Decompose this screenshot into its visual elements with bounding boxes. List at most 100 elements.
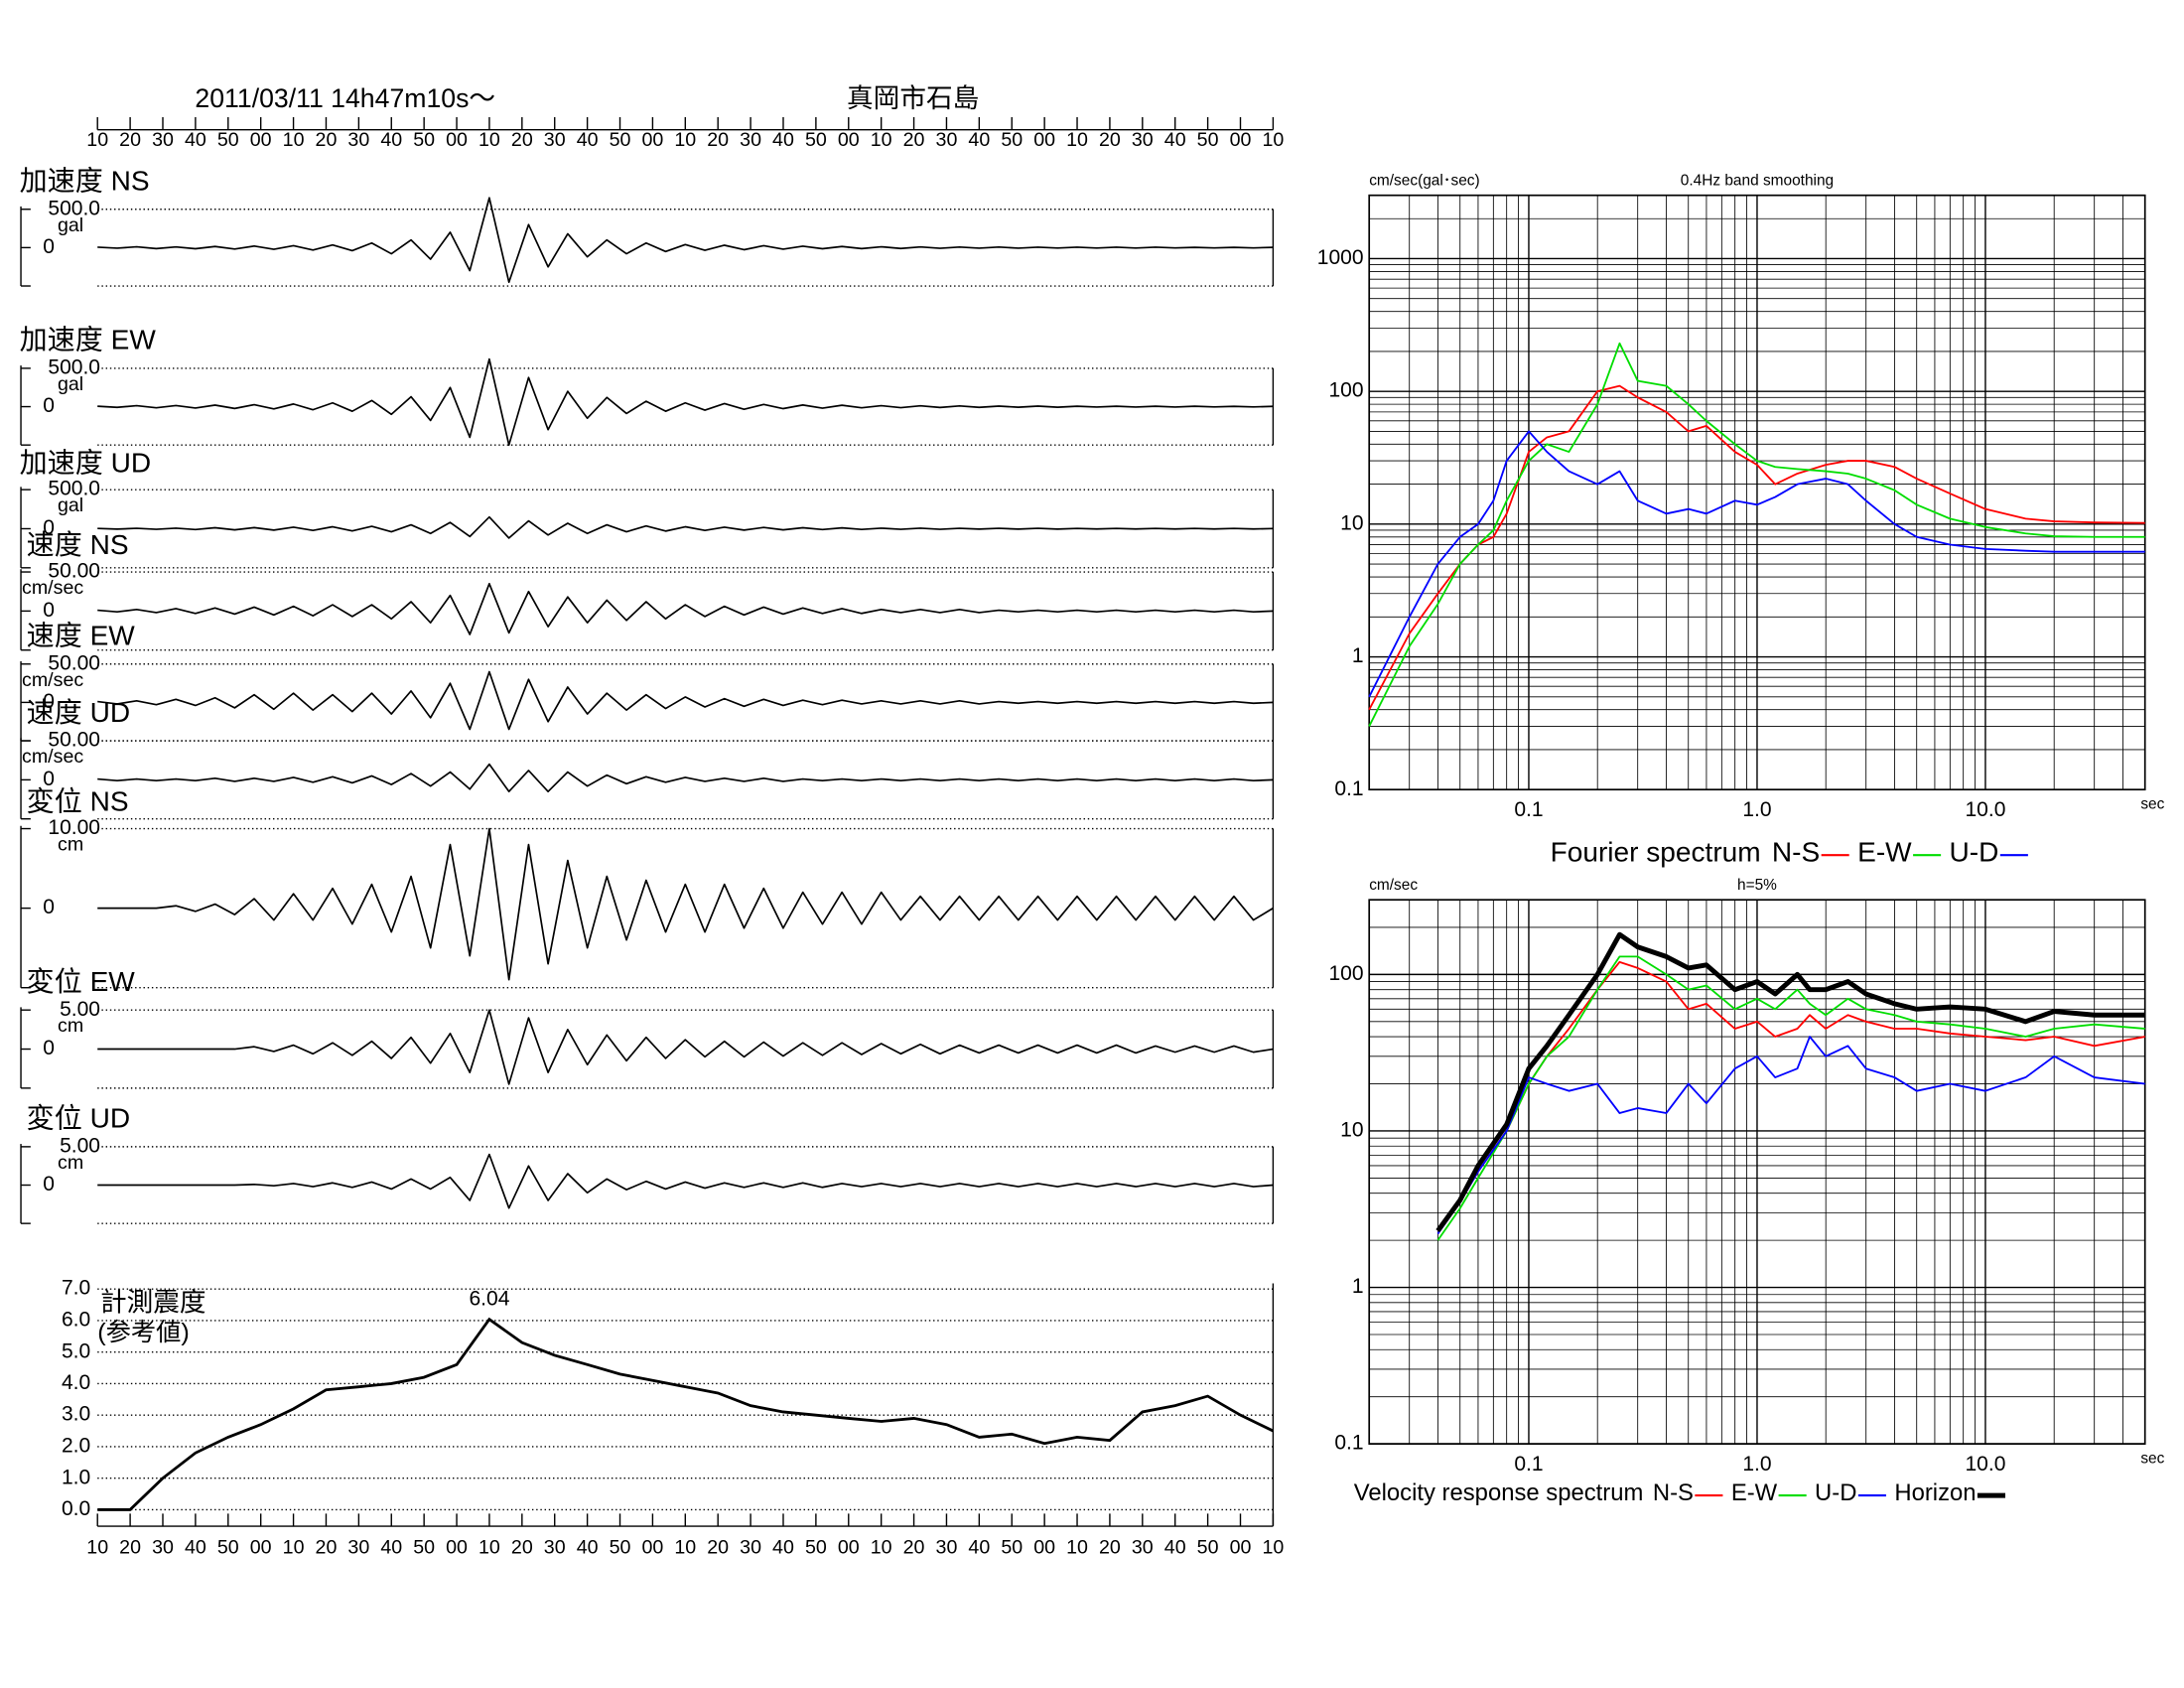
- time-tick-label: 50: [217, 129, 239, 151]
- intensity-line: [97, 1317, 1275, 1511]
- y-tick-label: 0: [43, 768, 55, 790]
- time-tick-label: 10: [674, 1537, 696, 1559]
- waveform-trace: [97, 1153, 1274, 1209]
- time-tick-label: 10: [1262, 129, 1284, 151]
- time-tick-label: 20: [119, 1537, 141, 1559]
- y-tick-label: 0: [43, 1037, 55, 1059]
- panel-label: 加速度 NS: [20, 165, 150, 196]
- panel-label: 速度 EW: [27, 620, 136, 650]
- waveform-trace: [97, 763, 1274, 793]
- time-tick-label: 00: [446, 1537, 468, 1559]
- waveform-trace: [97, 582, 1274, 635]
- y-tick-label: 0: [43, 1173, 55, 1196]
- time-tick-label: 40: [380, 129, 402, 151]
- time-tick-label: 00: [1033, 1537, 1055, 1559]
- y-tick-label: 10.00: [48, 816, 100, 839]
- time-tick-label: 50: [805, 1537, 827, 1559]
- y-tick-label: 7.0: [62, 1277, 90, 1300]
- time-tick-label: 00: [1230, 129, 1252, 151]
- chart-title: 計測震度: [100, 1288, 206, 1318]
- waveform-trace: [97, 357, 1274, 447]
- legend-label: N-S: [1653, 1479, 1694, 1506]
- time-tick-label: 00: [250, 1537, 272, 1559]
- y-tick-label: 0: [43, 235, 55, 258]
- time-tick-label: 50: [1197, 129, 1219, 151]
- legend-label: Horizon: [1894, 1479, 1976, 1506]
- panel-label: 変位 EW: [27, 966, 136, 997]
- time-tick-label: 20: [903, 1537, 925, 1559]
- time-tick-label: 10: [1066, 1537, 1088, 1559]
- time-tick-label: 00: [641, 1537, 663, 1559]
- time-tick-label: 20: [707, 129, 729, 151]
- chart-subtitle: 0.4Hz band smoothing: [1681, 173, 1834, 190]
- y-tick-label: 0: [43, 516, 55, 539]
- y-tick-label: 0: [43, 394, 55, 417]
- y-tick-label: 6.0: [62, 1308, 90, 1331]
- time-tick-label: 20: [903, 129, 925, 151]
- y-axis-unit: cm/sec: [1369, 877, 1418, 894]
- legend-label: N-S: [1772, 836, 1820, 867]
- spectrum-line: [1436, 955, 2145, 1241]
- x-tick-label: 0.1: [1514, 1453, 1543, 1476]
- y-tick-label: 0.0: [62, 1497, 90, 1520]
- time-tick-label: 20: [1099, 1537, 1121, 1559]
- spectrum-line: [1368, 430, 2145, 698]
- y-tick-label: 1.0: [62, 1466, 90, 1488]
- time-tick-label: 50: [1001, 1537, 1023, 1559]
- y-tick-label: 500.0: [48, 197, 100, 219]
- time-tick-label: 40: [1164, 129, 1186, 151]
- time-tick-label: 50: [413, 129, 435, 151]
- time-tick-label: 00: [838, 129, 860, 151]
- spectrum-line: [1436, 1036, 2145, 1235]
- time-tick-label: 10: [283, 129, 305, 151]
- time-tick-label: 40: [968, 129, 990, 151]
- y-tick-label: 0.1: [1334, 777, 1363, 800]
- legend-label: E-W: [1857, 836, 1912, 867]
- x-axis-unit: sec: [2140, 796, 2164, 813]
- time-tick-label: 30: [740, 129, 761, 151]
- y-tick-label: 100: [1328, 379, 1363, 402]
- panel-label: 変位 UD: [27, 1103, 130, 1134]
- y-tick-label: 3.0: [62, 1403, 90, 1426]
- time-tick-label: 00: [250, 129, 272, 151]
- legend-title: Velocity response spectrum: [1354, 1479, 1644, 1506]
- time-tick-label: 30: [740, 1537, 761, 1559]
- time-tick-label: 20: [511, 129, 533, 151]
- time-tick-label: 40: [185, 129, 206, 151]
- waveform-trace: [97, 827, 1274, 981]
- time-tick-label: 20: [316, 129, 338, 151]
- unit-label: cm/sec: [22, 746, 83, 768]
- unit-label: gal: [58, 373, 83, 395]
- y-tick-label: 500.0: [48, 478, 100, 500]
- time-tick-label: 30: [1132, 129, 1154, 151]
- legend-title: Fourier spectrum: [1551, 836, 1761, 867]
- time-tick-label: 30: [152, 1537, 174, 1559]
- record-date: 2011/03/11 14h47m10s～: [195, 83, 495, 113]
- time-tick-label: 40: [772, 129, 794, 151]
- time-tick-label: 00: [1033, 129, 1055, 151]
- y-axis-unit: cm/sec(gal･sec): [1369, 173, 1479, 190]
- time-tick-label: 40: [577, 129, 599, 151]
- time-tick-label: 40: [380, 1537, 402, 1559]
- time-tick-label: 30: [936, 1537, 958, 1559]
- time-tick-label: 50: [217, 1537, 239, 1559]
- x-axis-unit: sec: [2140, 1451, 2164, 1468]
- y-tick-label: 1: [1352, 644, 1364, 667]
- panel-label: 加速度 UD: [20, 447, 152, 478]
- time-tick-label: 30: [544, 1537, 566, 1559]
- time-tick-label: 30: [152, 129, 174, 151]
- chart-subtitle: h=5%: [1737, 877, 1777, 894]
- y-tick-label: 50.00: [48, 560, 100, 583]
- time-tick-label: 40: [772, 1537, 794, 1559]
- time-tick-label: 10: [478, 1537, 500, 1559]
- time-tick-label: 30: [347, 1537, 369, 1559]
- time-tick-label: 40: [185, 1537, 206, 1559]
- time-tick-label: 50: [413, 1537, 435, 1559]
- time-tick-label: 00: [641, 129, 663, 151]
- y-tick-label: 5.00: [60, 1134, 100, 1157]
- time-tick-label: 50: [1197, 1537, 1219, 1559]
- spectrum-line: [1435, 931, 2145, 1233]
- panel-label: 加速度 EW: [20, 325, 157, 355]
- x-tick-label: 10.0: [1965, 798, 2005, 821]
